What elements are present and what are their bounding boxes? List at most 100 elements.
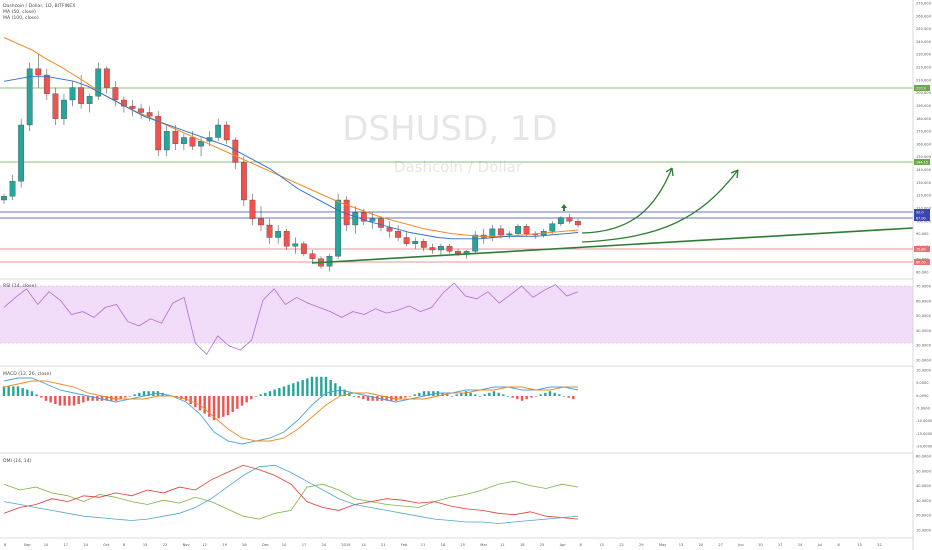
time-axis-label: 26 bbox=[242, 543, 247, 547]
price-scale-label: 170.000 bbox=[916, 130, 932, 134]
macd-histogram-bar bbox=[198, 396, 202, 411]
macd-histogram-bar bbox=[408, 396, 412, 397]
macd-histogram-bar bbox=[464, 391, 468, 396]
time-axis-label: 10 bbox=[44, 543, 49, 547]
macd-histogram-bar bbox=[26, 389, 29, 396]
time-axis-label: 2019 bbox=[341, 543, 351, 547]
macd-histogram-bar bbox=[450, 396, 454, 397]
macd-histogram-bar bbox=[492, 391, 496, 396]
dmi-scale[interactable]: 60.0000 50.0000 40.0000 30.0000 20.0000 10.00… bbox=[916, 455, 932, 533]
time-axis-label: Jul bbox=[817, 543, 822, 547]
candle-body bbox=[249, 199, 256, 219]
time-axis-label: 10 bbox=[282, 543, 287, 547]
price-scale-label: 140.000 bbox=[916, 168, 932, 172]
macd-histogram-bar bbox=[138, 392, 141, 396]
time-axis-label: 19 bbox=[222, 543, 227, 547]
candle-body bbox=[403, 237, 410, 244]
price-tag-label: 144.15 bbox=[916, 160, 928, 164]
macd-histogram-bar bbox=[558, 394, 561, 396]
up-arrow-icon bbox=[561, 204, 567, 211]
macd-scale-label: 5.0000 bbox=[916, 381, 929, 385]
macd-histogram-bar bbox=[245, 396, 248, 403]
candle-body bbox=[69, 87, 76, 101]
macd-histogram-bar bbox=[236, 396, 239, 409]
rsi-pane[interactable]: RSI (14, close) bbox=[0, 282, 913, 356]
price-scale-label: 200.000 bbox=[916, 91, 932, 95]
macd-histogram-bar bbox=[315, 376, 318, 396]
price-scale-label: 100.000 bbox=[916, 219, 932, 223]
price-tag-box bbox=[914, 246, 930, 252]
price-tag-label: 92.0 bbox=[916, 210, 924, 214]
macd-histogram-bar bbox=[357, 396, 360, 398]
macd-scale-label: -15.0000 bbox=[916, 432, 932, 436]
macd-histogram-bar bbox=[460, 392, 463, 396]
rsi-scale[interactable]: 70.0000 60.0000 50.0000 40.0000 30.0000 20.00… bbox=[916, 285, 932, 363]
watermark-name: Dashcoin / Dollar bbox=[394, 158, 523, 176]
macd-histogram-bar bbox=[226, 396, 230, 416]
macd-histogram-bar bbox=[212, 396, 216, 420]
time-axis-label: 8 bbox=[123, 543, 126, 547]
macd-histogram-bar bbox=[2, 386, 6, 396]
macd-histogram-bar bbox=[394, 396, 398, 401]
time-axis-label: 15 bbox=[857, 543, 862, 547]
macd-histogram-bar bbox=[380, 396, 384, 401]
macd-histogram-bar bbox=[422, 391, 426, 396]
macd-histogram-bar bbox=[30, 391, 34, 396]
price-pane[interactable]: Dashcoin / Dollar, 1D, BITFINEX MA (50, … bbox=[0, 3, 914, 272]
macd-histogram-bar bbox=[567, 396, 570, 398]
macd-histogram-bar bbox=[54, 396, 57, 404]
dmi-legend: DMI (14, 14) bbox=[3, 458, 32, 464]
watermark-symbol: DSHUSD, 1D bbox=[342, 109, 557, 149]
candle-body bbox=[9, 181, 16, 197]
macd-histogram-bar bbox=[21, 388, 24, 396]
macd-histogram-bar bbox=[133, 394, 136, 396]
macd-histogram-bar bbox=[441, 392, 444, 396]
candle-body bbox=[129, 106, 136, 109]
macd-scale[interactable]: 10.0000 5.0000 0.0000 -5.0000 -10.0000 -15.00… bbox=[916, 369, 932, 449]
adx-line bbox=[3, 464, 579, 524]
time-axis[interactable]: 8 Sep 10 17 24 Oct 8 15 22 Nov 12 19 26 Dec 10 17 24 2019… bbox=[4, 543, 882, 547]
candle-body bbox=[412, 241, 419, 244]
dmi-scale-label: 50.0000 bbox=[916, 469, 932, 473]
rsi-band bbox=[0, 286, 913, 343]
macd-histogram-bar bbox=[343, 389, 346, 396]
macd-histogram-bar bbox=[474, 394, 477, 396]
macd-histogram-bar bbox=[506, 396, 510, 397]
macd-histogram-bar bbox=[320, 376, 323, 396]
candle-body bbox=[172, 131, 179, 144]
dmi-scale-label: 10.0000 bbox=[916, 529, 932, 533]
candle-body bbox=[369, 218, 376, 222]
price-scale-label: 250.000 bbox=[916, 27, 932, 31]
price-scale-label: 150.000 bbox=[916, 155, 932, 159]
macd-pane[interactable]: MACD (12, 26, close) bbox=[2, 371, 579, 445]
macd-histogram-bar bbox=[338, 386, 342, 396]
dmi-pane[interactable]: DMI (14, 14) bbox=[3, 458, 579, 524]
macd-histogram-bar bbox=[455, 394, 458, 396]
macd-histogram-bar bbox=[77, 396, 80, 404]
candle-body bbox=[52, 93, 59, 119]
time-axis-label: 22 bbox=[163, 543, 168, 547]
candle-body bbox=[223, 124, 230, 141]
macd-histogram-bar bbox=[544, 392, 547, 396]
macd-histogram-bar bbox=[287, 384, 290, 396]
macd-histogram-bar bbox=[189, 396, 192, 404]
dmi-scale-label: 40.0000 bbox=[916, 484, 932, 488]
macd-histogram-bar bbox=[371, 396, 374, 401]
time-axis-label: 18 bbox=[441, 543, 446, 547]
candle-body bbox=[429, 247, 436, 251]
macd-histogram-bar bbox=[86, 396, 90, 401]
dmi-scale-label: 20.0000 bbox=[916, 514, 932, 518]
macd-histogram-bar bbox=[418, 392, 421, 396]
candle-body bbox=[112, 87, 119, 101]
time-axis-label: 25 bbox=[460, 543, 465, 547]
price-scale-label: 240.000 bbox=[916, 40, 932, 44]
candle-body bbox=[138, 108, 144, 113]
candle-body bbox=[95, 68, 102, 97]
candle-body bbox=[163, 131, 170, 151]
macd-histogram-bar bbox=[147, 391, 150, 396]
candle-body bbox=[378, 218, 384, 228]
time-axis-label: 17 bbox=[302, 543, 307, 547]
rsi-scale-label: 30.0000 bbox=[916, 344, 932, 348]
time-axis-label: 15 bbox=[599, 543, 604, 547]
